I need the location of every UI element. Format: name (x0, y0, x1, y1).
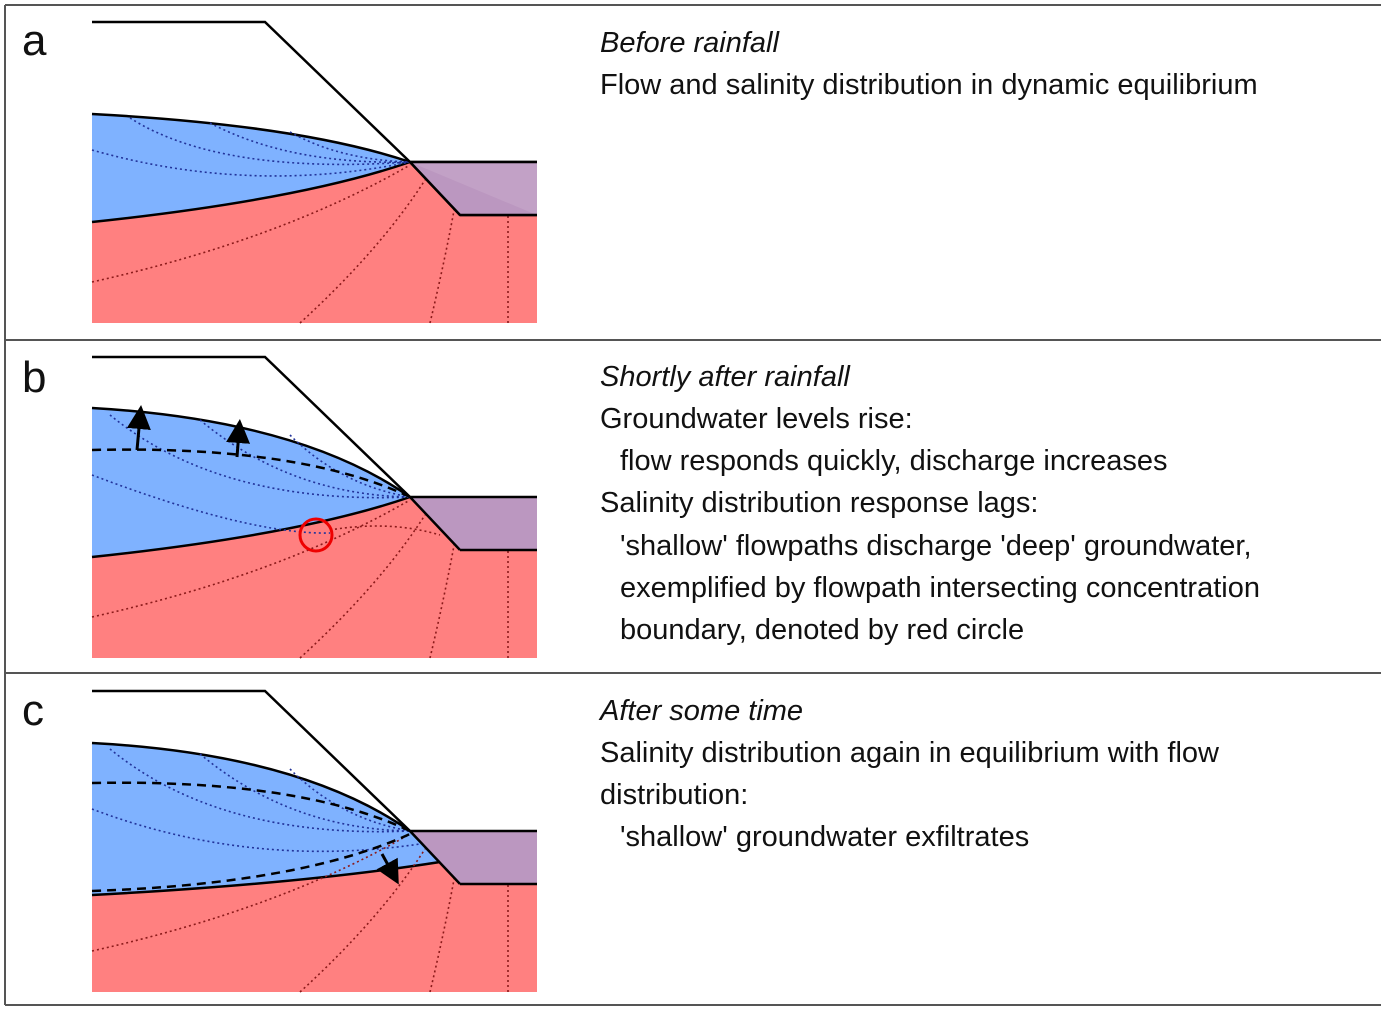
panel-label: a (22, 16, 47, 65)
description-line: Groundwater levels rise: (600, 403, 913, 435)
description-line: Salinity distribution again in equilibri… (600, 737, 1220, 769)
description-line: Flow and salinity distribution in dynami… (600, 69, 1258, 101)
panel-title: Shortly after rainfall (600, 361, 851, 393)
panel-a-diagram (92, 22, 537, 323)
description-line: Salinity distribution response lags: (600, 487, 1038, 519)
description-line: flow responds quickly, discharge increas… (620, 445, 1168, 477)
description-line: distribution: (600, 779, 748, 811)
panel-title: Before rainfall (600, 27, 780, 59)
page: a Before rainfall Flow and salinity dist… (0, 0, 1381, 1009)
description-line: 'shallow' flowpaths discharge 'deep' gro… (620, 530, 1252, 562)
panel-label: c (22, 686, 44, 735)
figure: a Before rainfall Flow and salinity dist… (0, 0, 1381, 1009)
panel-title: After some time (598, 695, 803, 727)
panel-b-diagram (92, 357, 537, 658)
panel-label: b (22, 353, 46, 402)
description-line: boundary, denoted by red circle (620, 614, 1024, 646)
description-line: 'shallow' groundwater exfiltrates (620, 821, 1029, 853)
panel-c-diagram (92, 691, 537, 992)
description-line: exemplified by flowpath intersecting con… (620, 572, 1260, 604)
